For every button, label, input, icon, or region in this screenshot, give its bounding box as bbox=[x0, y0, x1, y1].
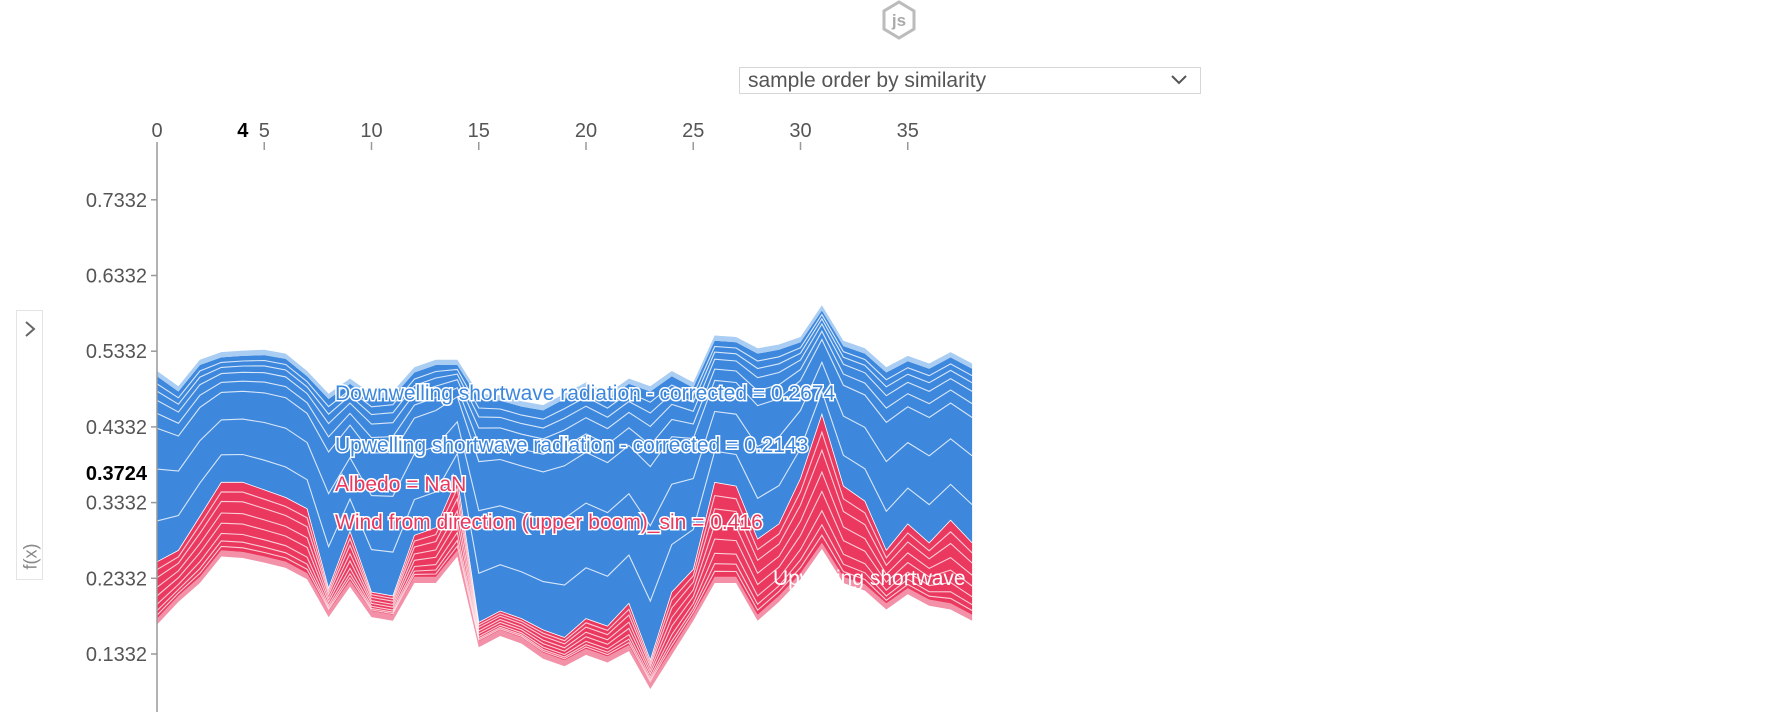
negative-feature-boundary-6 bbox=[157, 313, 973, 420]
positive-feature-boundary-6 bbox=[157, 430, 973, 665]
negative-feature-boundary-4 bbox=[157, 322, 973, 440]
x-tick-label-5: 5 bbox=[259, 120, 270, 142]
y-tick-label-0.1332: 0.1332 bbox=[86, 644, 147, 666]
y-tick-label-0.2332: 0.2332 bbox=[86, 568, 147, 590]
x-tick-label-35: 35 bbox=[897, 120, 919, 142]
sample-order-select-value: sample order by similarity bbox=[748, 69, 987, 92]
positive-effect-area bbox=[157, 414, 973, 683]
js-logo: js bbox=[874, 0, 924, 42]
x-highlight-label: 4 bbox=[237, 120, 249, 142]
negative-feature-boundary-1 bbox=[157, 360, 973, 527]
feature-annotation-1: Upwelling shortwave radiation - correcte… bbox=[335, 434, 808, 457]
positive-fringe-area bbox=[157, 542, 973, 689]
y-tick-label-0.6332: 0.6332 bbox=[86, 266, 147, 288]
stacked-areas bbox=[157, 305, 973, 689]
feature-panel-toggle[interactable]: f(x) bbox=[16, 310, 43, 580]
y-highlight-label: 0.3724 bbox=[86, 463, 148, 485]
y-tick-label-0.3332: 0.3332 bbox=[86, 493, 147, 515]
feature-annotation-3: Wind from direction (upper boom)_sin = 0… bbox=[335, 511, 763, 534]
positive-feature-boundary-4 bbox=[157, 470, 973, 672]
feature-annotation-2: Albedo = NaN bbox=[335, 473, 466, 496]
feature-annotation-4: Upwelling shortwave radiation - correcte… bbox=[773, 567, 1158, 590]
chevron-down-icon bbox=[1171, 75, 1187, 85]
sample-order-select[interactable]: sample order by similarity bbox=[739, 67, 1201, 94]
positive-feature-boundary-2 bbox=[157, 509, 973, 679]
chevron-right-icon[interactable] bbox=[23, 320, 37, 338]
negative-feature-boundary-5 bbox=[157, 317, 973, 429]
x-tick-label-15: 15 bbox=[468, 120, 490, 142]
x-tick-label-10: 10 bbox=[360, 120, 382, 142]
positive-feature-boundary-0 bbox=[157, 534, 973, 683]
negative-feature-boundary-3 bbox=[157, 330, 973, 455]
negative-feature-boundary-0 bbox=[157, 389, 973, 603]
x-tick-label-25: 25 bbox=[682, 120, 704, 142]
x-tick-label-20: 20 bbox=[575, 120, 597, 142]
y-tick-label-0.7332: 0.7332 bbox=[86, 190, 147, 212]
negative-feature-boundary-2 bbox=[157, 338, 973, 473]
positive-feature-boundary-1 bbox=[157, 523, 973, 681]
js-logo-text: js bbox=[891, 11, 906, 30]
positive-feature-boundary-5 bbox=[157, 448, 973, 669]
split-line bbox=[157, 412, 973, 662]
feature-annotation-0: Downwelling shortwave radiation - correc… bbox=[335, 382, 836, 405]
positive-feature-boundary-3 bbox=[157, 490, 973, 676]
x-tick-label-30: 30 bbox=[789, 120, 811, 142]
y-tick-label-0.4332: 0.4332 bbox=[86, 417, 147, 439]
y-tick-label-0.5332: 0.5332 bbox=[86, 341, 147, 363]
x-tick-label-0: 0 bbox=[151, 120, 162, 142]
